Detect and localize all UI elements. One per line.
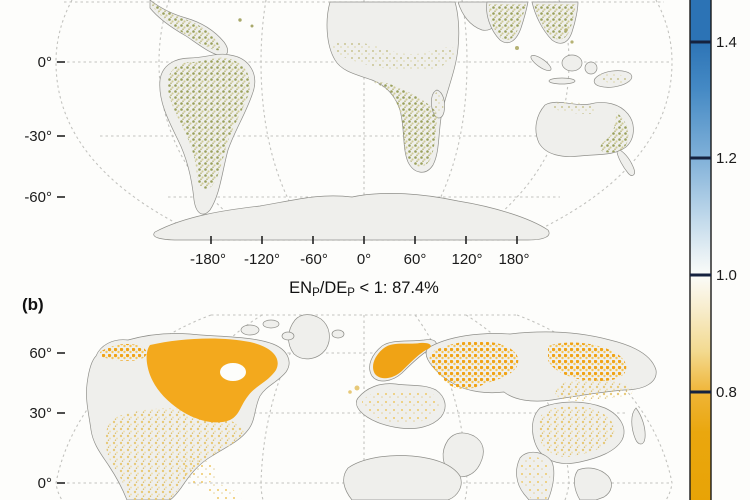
map-b-ytick-60: 60° xyxy=(29,345,52,362)
map-b-arctic-island-2 xyxy=(262,319,280,329)
map-a-new-zealand xyxy=(616,149,635,176)
map-b-ytick-0: 0° xyxy=(38,475,52,492)
map-a-caribbean-speck-1 xyxy=(238,18,242,22)
map-panel-b: 60° 30° 0° xyxy=(29,314,673,500)
map-a-ytick-0: 0° xyxy=(38,54,52,71)
panel-b-title-base2: /DE xyxy=(320,279,348,297)
map-b-greenland xyxy=(288,314,330,360)
map-a-antarctica xyxy=(153,192,550,241)
map-b-continents xyxy=(86,314,657,500)
map-b-alaska-orange xyxy=(100,344,147,361)
map-a-sri-lanka-speck xyxy=(515,46,519,50)
map-b-scandinavia-orange xyxy=(373,342,431,379)
colorbar-label-1-0: 1.0 xyxy=(716,267,737,284)
map-a-speckle-indonesia xyxy=(600,73,628,86)
colorbar-label-1-2: 1.2 xyxy=(716,150,737,167)
map-b-north-africa xyxy=(343,455,462,500)
map-a-speckle-australia-east xyxy=(600,112,629,153)
map-b-speckle-usa xyxy=(105,408,245,500)
map-b-europe-speckle xyxy=(362,389,440,424)
map-panel-a: 0° -30° -60° -180° -120° -60° 0° 60° 120… xyxy=(24,0,673,268)
panel-b-title-base1: EN xyxy=(289,279,312,297)
map-a-speckle-india xyxy=(488,4,526,41)
map-a-y-axis: 0° -30° -60° xyxy=(24,54,65,206)
map-a-ytick-m60: -60° xyxy=(24,189,52,206)
map-b-siberia-orange xyxy=(548,342,627,382)
colorbar: 1.4 1.2 1.0 0.8 xyxy=(689,0,737,500)
map-a-borneo xyxy=(561,54,583,72)
map-a-philippines-speck-1 xyxy=(564,28,568,32)
colorbar-label-1-4: 1.4 xyxy=(716,34,737,51)
map-a-xtick-m180: -180° xyxy=(190,251,226,268)
map-b-east-siberia-speckle xyxy=(555,379,633,401)
map-a-xtick-120: 120° xyxy=(451,251,482,268)
map-a-xtick-180: 180° xyxy=(498,251,529,268)
map-a-x-axis-labels: -180° -120° -60° 0° 60° 120° 180° xyxy=(190,251,530,268)
map-a-speckle-madagascar xyxy=(433,92,444,116)
map-b-china-speckle xyxy=(537,406,615,457)
map-a-sulawesi xyxy=(584,61,598,75)
map-a-sumatra xyxy=(530,55,552,71)
panel-b-title-suffix: < 1: 87.4% xyxy=(355,279,439,297)
map-a-xtick-0: 0° xyxy=(357,251,371,268)
map-a-java xyxy=(548,77,576,85)
map-b-southeast-asia xyxy=(574,467,612,500)
map-b-ireland-speck xyxy=(348,390,352,394)
map-b-india-speckle xyxy=(519,456,551,500)
map-b-hudson-bay xyxy=(220,363,246,381)
map-b-canada-strong-orange xyxy=(146,338,278,423)
map-b-mexico-speckle xyxy=(180,458,217,486)
map-a-xtick-m60: -60° xyxy=(300,251,328,268)
map-a-speckle-sahel xyxy=(332,41,456,71)
map-a-speckle-central-america xyxy=(152,2,222,51)
colorbar-gradient xyxy=(689,0,712,500)
map-b-arctic-island-1 xyxy=(240,324,260,336)
map-b-y-axis: 60° 30° 0° xyxy=(29,345,65,492)
map-a-ytick-m30: -30° xyxy=(24,128,52,145)
panel-b-title: ENP/DEP < 1: 87.4% xyxy=(289,279,439,299)
map-b-britain-speck xyxy=(354,385,360,391)
panel-b-label: (b) xyxy=(22,295,44,314)
panel-b-title-sub2: P xyxy=(347,287,355,299)
map-b-iceland xyxy=(331,329,345,339)
map-b-ytick-30: 30° xyxy=(29,405,52,422)
map-b-arctic-island-3 xyxy=(281,331,295,341)
map-a-xtick-m120: -120° xyxy=(244,251,280,268)
map-a-speckle-australia-north xyxy=(552,101,597,114)
map-a-xtick-60: 60° xyxy=(404,251,427,268)
map-a-continents xyxy=(149,0,635,241)
map-a-speckle-southern-africa xyxy=(372,81,438,167)
colorbar-label-0-8: 0.8 xyxy=(716,384,737,401)
map-a-caribbean-speck-2 xyxy=(250,24,254,28)
map-b-japan xyxy=(631,407,646,445)
map-a-philippines-speck-2 xyxy=(570,40,574,44)
map-b-central-america-speckle xyxy=(207,483,242,500)
map-a-x-ticks xyxy=(210,236,518,244)
map-a-speckle-south-america xyxy=(167,57,250,189)
panel-b-title-sub1: P xyxy=(312,287,320,299)
map-b-west-russia-orange xyxy=(429,341,519,390)
